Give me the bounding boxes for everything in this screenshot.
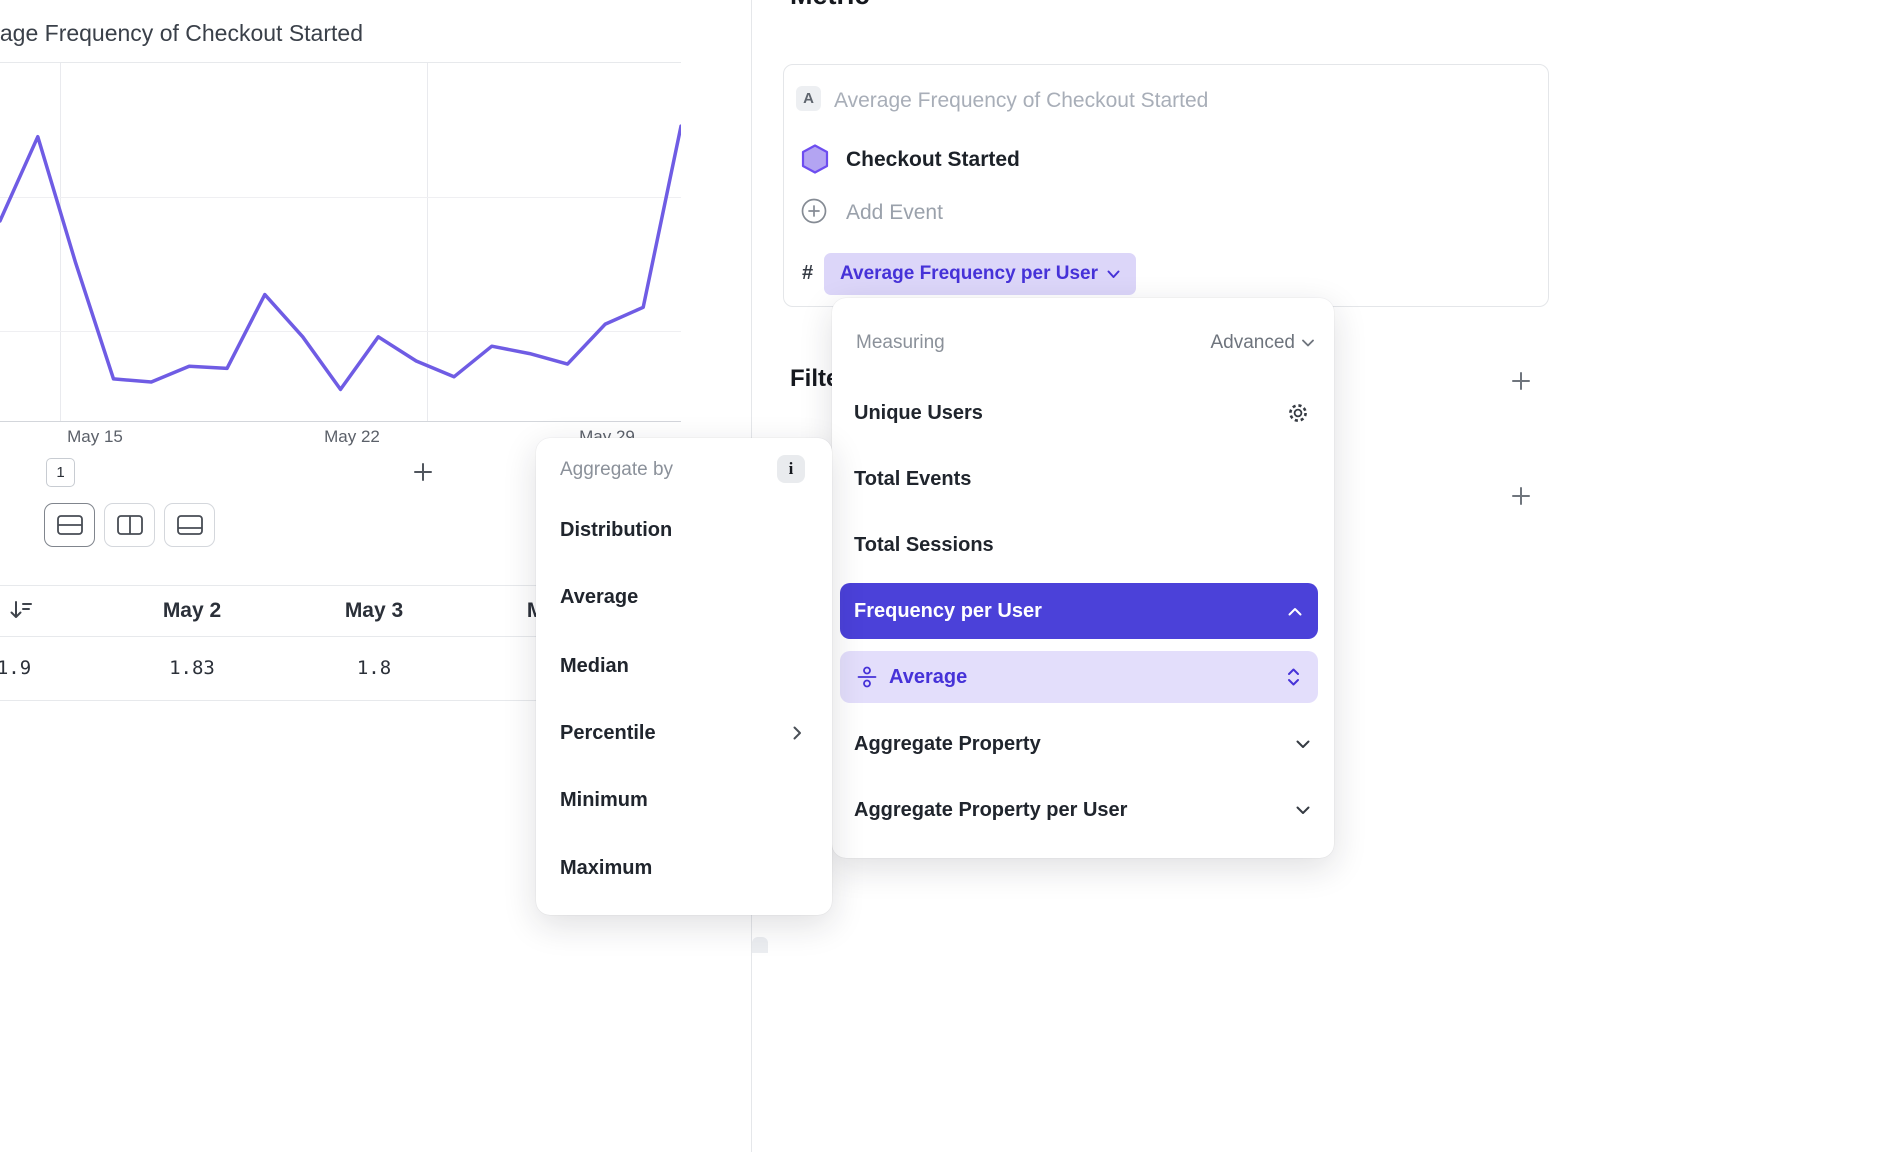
measurement-dropdown[interactable]: Average Frequency per User: [824, 253, 1137, 295]
menu-item-maximum[interactable]: Maximum: [560, 856, 653, 879]
add-breakdown-button[interactable]: [1506, 481, 1536, 511]
selector-icon: [1287, 668, 1300, 686]
gear-icon[interactable]: [1286, 401, 1310, 425]
x-tick-label: May 22: [324, 427, 380, 446]
measuring-popup: Measuring Advanced Unique Users Total Ev…: [832, 298, 1334, 858]
chart-title: Average Frequency of Checkout Started: [0, 20, 363, 46]
split-horizontal-icon: [56, 515, 83, 535]
column-header[interactable]: May 3: [344, 599, 404, 622]
plus-icon: [1512, 487, 1530, 505]
average-icon: [856, 666, 878, 688]
x-tick-label: May 15: [67, 427, 123, 446]
metric-card: A Average Frequency of Checkout Started …: [783, 64, 1549, 307]
event-hexagon-icon: [801, 144, 829, 174]
add-event-button[interactable]: Add Event: [846, 201, 943, 224]
chevron-down-icon: [1302, 339, 1314, 347]
advanced-label: Advanced: [1210, 332, 1295, 353]
menu-item-total-events[interactable]: Total Events: [854, 467, 972, 490]
event-name[interactable]: Checkout Started: [846, 148, 1020, 171]
menu-item-median[interactable]: Median: [560, 654, 629, 677]
add-filter-button[interactable]: [1506, 366, 1536, 396]
line-chart-svg: [0, 124, 681, 392]
measurement-hash-label: #: [802, 262, 814, 284]
grid-line-horizontal: [0, 331, 681, 332]
chevron-up-icon: [1288, 607, 1302, 616]
add-annotation-button[interactable]: [408, 457, 438, 487]
interval-input[interactable]: 1: [46, 458, 75, 487]
metric-section-title: Metric: [790, 0, 870, 11]
measuring-header: Measuring: [856, 332, 945, 353]
plus-icon: [414, 463, 432, 481]
layout-rows-button[interactable]: [44, 503, 95, 547]
chevron-down-icon: [1296, 740, 1310, 749]
partial-bottom-element: [752, 937, 768, 953]
aggregate-by-popup: Aggregate by i Distribution Average Medi…: [536, 438, 832, 915]
info-icon[interactable]: i: [777, 455, 805, 483]
add-event-icon: [801, 198, 827, 224]
menu-item-frequency-per-user[interactable]: Frequency per User: [840, 583, 1318, 639]
menu-item-aggregate-property[interactable]: Aggregate Property: [832, 711, 1334, 777]
menu-item-percentile[interactable]: Percentile: [536, 700, 832, 766]
grid-line-vertical: [427, 63, 428, 421]
menu-item-average-aggregation[interactable]: Average: [840, 651, 1318, 703]
line-chart: [0, 62, 681, 422]
metric-badge: A: [796, 86, 821, 111]
measurement-dropdown-label: Average Frequency per User: [840, 263, 1099, 284]
chart-layout-toggles: [44, 503, 215, 547]
column-header[interactable]: May 2: [162, 599, 222, 622]
layout-columns-button[interactable]: [104, 503, 155, 547]
menu-item-total-sessions[interactable]: Total Sessions: [854, 533, 994, 556]
cell-value: 1.83: [169, 657, 215, 679]
menu-item-aggregate-property-per-user[interactable]: Aggregate Property per User: [832, 777, 1334, 843]
chevron-right-icon: [793, 726, 802, 740]
layout-bottom-button[interactable]: [164, 503, 215, 547]
chart-line: [0, 124, 681, 392]
split-vertical-icon: [116, 515, 143, 535]
aggregate-by-header: Aggregate by: [560, 459, 674, 480]
menu-item-minimum[interactable]: Minimum: [560, 788, 648, 811]
menu-item-average[interactable]: Average: [560, 585, 639, 608]
metric-name-input[interactable]: Average Frequency of Checkout Started: [834, 89, 1209, 112]
split-bottom-icon: [176, 515, 203, 535]
chevron-down-icon: [1107, 270, 1120, 278]
cell-value-clipped: 1.9: [0, 657, 32, 679]
table-row: 1.9 1.83 1.8: [0, 636, 751, 701]
grid-line-vertical: [60, 63, 61, 421]
plus-icon: [1512, 372, 1530, 390]
menu-item-unique-users[interactable]: Unique Users: [832, 380, 1334, 446]
menu-item-distribution[interactable]: Distribution: [560, 518, 673, 541]
cell-value: 1.8: [356, 657, 392, 679]
advanced-toggle[interactable]: Advanced: [1210, 332, 1314, 354]
sort-icon[interactable]: [8, 597, 34, 623]
grid-line-horizontal: [0, 197, 681, 198]
chevron-down-icon: [1296, 806, 1310, 815]
